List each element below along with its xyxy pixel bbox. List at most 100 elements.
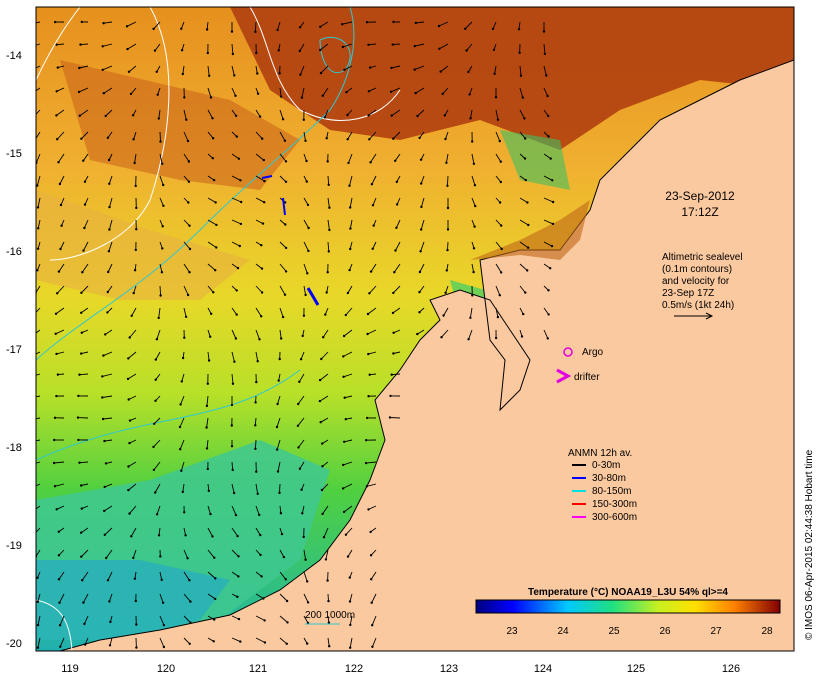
- velocity-arrow: [206, 21, 209, 30]
- velocity-arrow-head: [108, 600, 111, 603]
- velocity-arrow: [108, 241, 113, 252]
- velocity-arrow: [417, 109, 425, 117]
- velocity-arrow: [543, 65, 547, 76]
- velocity-arrow: [325, 549, 329, 560]
- velocity-arrow: [446, 175, 449, 186]
- velocity-arrow-head: [328, 206, 331, 209]
- velocity-arrow-head: [325, 137, 328, 140]
- velocity-arrow: [299, 461, 305, 469]
- velocity-arrow: [231, 307, 238, 315]
- velocity-arrow-head: [211, 535, 214, 538]
- velocity-arrow: [36, 505, 41, 510]
- velocity-arrow: [80, 307, 89, 314]
- velocity-arrow-head: [520, 335, 524, 338]
- velocity-arrow-head: [239, 222, 243, 226]
- velocity-arrow-head: [155, 70, 158, 74]
- velocity-arrow-head: [127, 357, 130, 360]
- velocity-arrow-head: [342, 334, 346, 338]
- velocity-arrow: [231, 219, 242, 225]
- velocity-arrow-head: [153, 49, 157, 52]
- velocity-arrow-head: [52, 461, 56, 465]
- velocity-arrow: [438, 21, 449, 27]
- velocity-arrow-head: [101, 45, 104, 48]
- velocity-arrow-head: [543, 52, 547, 56]
- velocity-arrow: [231, 153, 240, 160]
- velocity-arrow-head: [30, 487, 32, 489]
- velocity-arrow: [59, 593, 65, 603]
- velocity-arrow-head: [302, 314, 306, 317]
- velocity-arrow: [131, 307, 137, 317]
- velocity-arrow-head: [367, 90, 371, 93]
- velocity-arrow: [320, 21, 329, 28]
- velocity-arrow-head: [345, 91, 348, 94]
- altimetry-line: 0.5m/s (1kt 24h): [662, 300, 734, 311]
- velocity-arrow: [180, 395, 185, 405]
- velocity-arrow-head: [278, 72, 281, 75]
- velocity-arrow-head: [524, 291, 527, 294]
- velocity-arrow: [320, 417, 329, 423]
- argo-label: Argo: [582, 347, 604, 358]
- timestamp-date: 23-Sep-2012: [665, 189, 735, 203]
- velocity-arrow-head: [180, 27, 183, 30]
- velocity-arrow-head: [102, 22, 105, 25]
- velocity-arrow-head: [211, 117, 214, 120]
- velocity-arrow-head: [183, 336, 186, 339]
- velocity-arrow-head: [284, 246, 288, 250]
- velocity-arrow-head: [78, 373, 81, 376]
- velocity-arrow-head: [392, 352, 395, 355]
- velocity-arrow: [83, 219, 89, 229]
- velocity-arrow-head: [496, 315, 500, 319]
- velocity-arrow-head: [102, 92, 106, 95]
- velocity-arrow: [129, 505, 137, 514]
- velocity-arrow-head: [418, 290, 421, 294]
- velocity-arrow: [344, 439, 353, 443]
- velocity-arrow: [391, 109, 401, 116]
- lon-axis: 119 120 121 122 123 124 125 126: [61, 663, 740, 675]
- velocity-arrow-head: [524, 137, 527, 140]
- velocity-arrow: [159, 285, 162, 296]
- velocity-arrow-head: [181, 72, 184, 76]
- velocity-arrow-head: [205, 426, 208, 429]
- velocity-arrow-head: [239, 640, 242, 643]
- velocity-arrow: [207, 109, 213, 119]
- velocity-arrow: [183, 637, 191, 645]
- velocity-arrow: [129, 439, 137, 444]
- velocity-arrow-head: [36, 184, 39, 187]
- velocity-arrow-head: [188, 579, 191, 582]
- velocity-arrow-head: [367, 395, 370, 398]
- velocity-arrow: [231, 615, 240, 620]
- velocity-arrow-head: [101, 68, 104, 72]
- velocity-arrow: [207, 65, 210, 76]
- velocity-arrow: [495, 241, 503, 250]
- velocity-arrow-head: [469, 117, 472, 120]
- velocity-arrow-head: [262, 597, 265, 600]
- credit-text: © IMOS 06-Apr-2015 02:44:38 Hobart time: [804, 449, 815, 640]
- velocity-arrow-head: [468, 93, 471, 96]
- velocity-arrow-head: [496, 118, 500, 121]
- velocity-arrow-head: [107, 270, 110, 274]
- velocity-arrow: [345, 307, 353, 316]
- velocity-arrow-head: [550, 244, 554, 248]
- velocity-arrow-head: [349, 646, 352, 649]
- velocity-arrow: [102, 395, 113, 398]
- velocity-arrow: [207, 549, 215, 559]
- velocity-arrow-head: [209, 96, 213, 99]
- velocity-arrow-head: [230, 445, 234, 448]
- velocity-arrow: [80, 527, 89, 534]
- velocity-arrow: [443, 307, 449, 316]
- velocity-arrow-head: [472, 162, 476, 165]
- velocity-arrow-head: [80, 291, 83, 294]
- velocity-arrow-head: [127, 70, 131, 74]
- velocity-arrow-head: [103, 485, 106, 489]
- velocity-arrow: [321, 483, 329, 491]
- velocity-arrow: [36, 175, 41, 186]
- velocity-arrow: [344, 395, 353, 399]
- velocity-arrow-head: [322, 536, 326, 539]
- velocity-arrow-head: [390, 373, 393, 376]
- velocity-arrow: [183, 241, 191, 250]
- velocity-arrow: [519, 285, 526, 293]
- velocity-arrow-head: [349, 247, 352, 251]
- velocity-arrow: [494, 65, 497, 74]
- velocity-arrow-head: [80, 331, 84, 334]
- velocity-arrow-head: [55, 90, 58, 93]
